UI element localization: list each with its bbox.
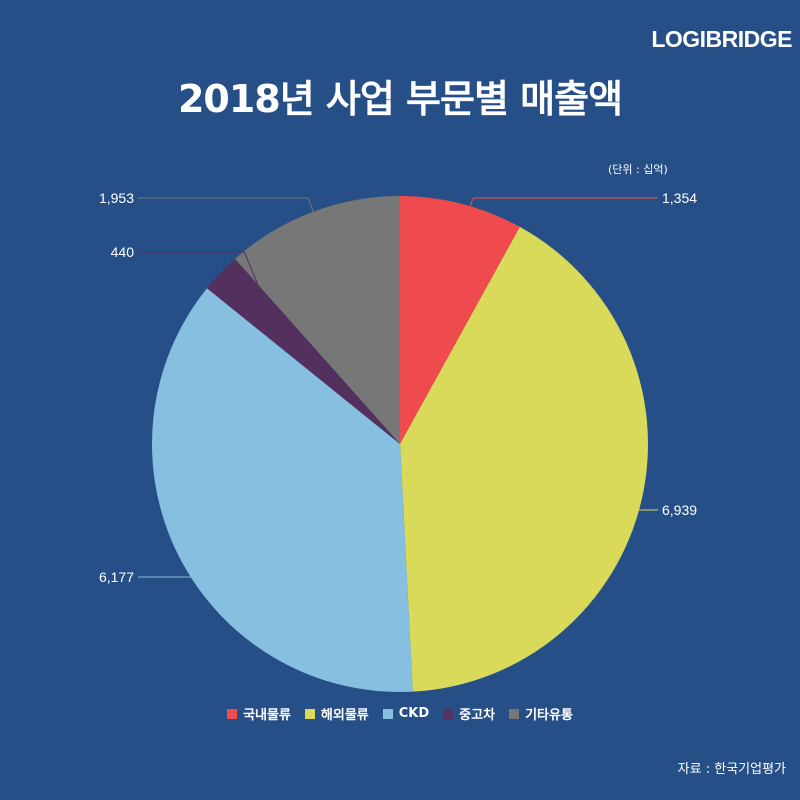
source-note: 자료 : 한국기업평가 <box>677 762 786 777</box>
legend-swatch <box>382 708 393 719</box>
pie-slice <box>207 258 400 444</box>
leader-line <box>138 197 339 282</box>
leader-line <box>138 251 275 325</box>
data-label: 1,953 <box>99 190 134 206</box>
legend-item: 국내물류 <box>227 704 291 723</box>
pie-slice <box>235 196 400 444</box>
leader-line <box>568 482 658 511</box>
data-label: 6,939 <box>662 502 697 518</box>
legend-item: 해외물류 <box>304 704 369 723</box>
legend-item: 중고차 <box>443 704 495 723</box>
leader-line <box>442 197 658 277</box>
chart-legend: 국내물류 해외물류 CKD 중고차 기타유통 <box>0 704 800 723</box>
legend-label: 국내물류 <box>243 708 291 723</box>
pie-slice <box>400 196 520 444</box>
pie-slice <box>400 226 648 692</box>
leader-line <box>138 522 246 578</box>
brand-logo: LOGIBRIDGE <box>651 26 792 52</box>
data-label: 6,177 <box>99 569 134 585</box>
data-label: 440 <box>111 244 135 260</box>
legend-swatch <box>227 708 238 719</box>
legend-swatch <box>304 708 315 719</box>
legend-label: 해외물류 <box>320 708 369 723</box>
legend-label: 중고차 <box>459 708 496 723</box>
unit-note: (단위 : 십억) <box>608 163 668 176</box>
chart-title: 2018년 사업 부문별 매출액 <box>177 77 623 121</box>
legend-item: CKD <box>382 704 430 723</box>
data-label: 1,354 <box>662 190 697 206</box>
legend-item: 기타유통 <box>509 704 573 723</box>
pie-slice <box>151 288 413 692</box>
legend-label: 기타유통 <box>525 708 573 723</box>
legend-swatch <box>443 708 454 719</box>
legend-swatch <box>509 708 520 719</box>
legend-label: CKD <box>398 706 430 721</box>
